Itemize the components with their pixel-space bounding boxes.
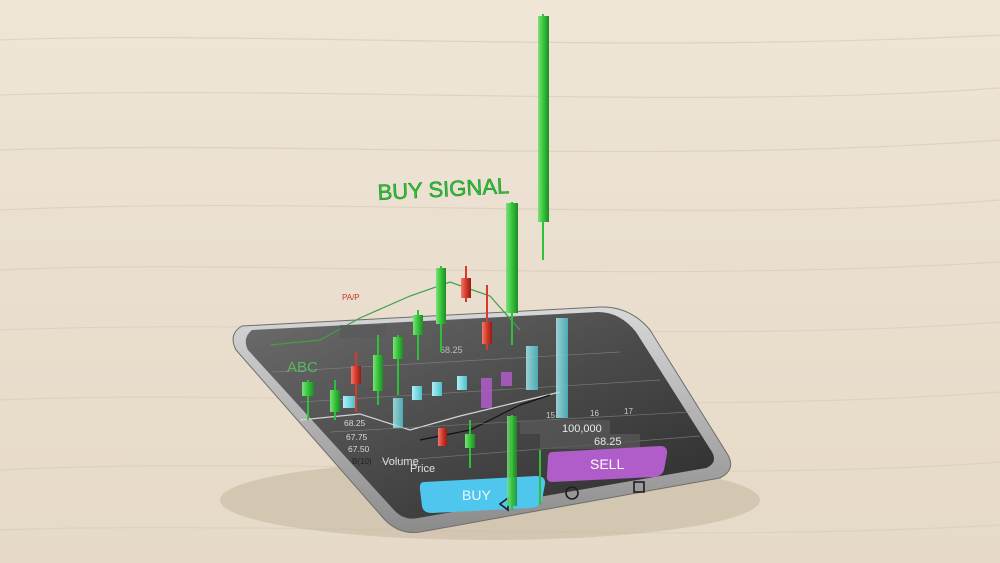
price-marker: PA/P xyxy=(342,293,360,302)
candle-cyan-7 xyxy=(457,376,467,390)
candle-green-9 xyxy=(465,434,475,448)
price-list: 68.25 67.75 67.50 xyxy=(344,418,370,454)
price-label: Price xyxy=(410,463,435,475)
candle-green-10 xyxy=(507,416,517,506)
trend-box xyxy=(340,325,386,338)
candle-cyan-2 xyxy=(526,346,538,390)
price-item-0: 68.25 xyxy=(344,418,366,428)
price-item-1: 67.75 xyxy=(346,432,368,442)
candle-green-5 xyxy=(393,337,403,359)
candle-green-6 xyxy=(373,355,383,391)
candle-headline xyxy=(538,16,549,222)
candle-red-2 xyxy=(482,322,492,344)
hour-label-1: 16 xyxy=(590,409,599,418)
trend-label: 68.25 xyxy=(440,345,463,355)
candles xyxy=(302,14,568,510)
candle-green-7 xyxy=(330,390,340,412)
candle-green-2 xyxy=(506,203,518,313)
nav-bar xyxy=(498,481,645,512)
candle-cyan-5 xyxy=(432,382,442,396)
ticker-label: ABC xyxy=(287,359,318,376)
candle-cyan-3 xyxy=(343,396,355,408)
candle-purple-2 xyxy=(501,372,512,386)
price-item-2: 67.50 xyxy=(348,444,370,454)
hour-labels: 15 16 17 xyxy=(546,407,633,420)
price-value: 68.25 xyxy=(594,436,622,448)
candle-red-3 xyxy=(351,366,361,384)
volume-field xyxy=(520,420,610,434)
home-icon[interactable] xyxy=(565,486,579,500)
candle-green-8 xyxy=(302,382,314,396)
buy-signal-headline: BUY SIGNAL xyxy=(377,173,510,205)
buy-label: BUY xyxy=(462,487,491,503)
candle-purple-1 xyxy=(481,378,492,408)
volume-label: Volume xyxy=(382,456,419,468)
sell-button[interactable]: SELL xyxy=(546,446,668,482)
candle-red-1 xyxy=(461,278,471,298)
buy-button[interactable]: BUY xyxy=(419,476,546,513)
candle-red-4 xyxy=(438,428,447,446)
hour-label-0: 15 xyxy=(546,411,555,420)
candle-cyan-1 xyxy=(556,318,568,418)
volume-value: 100,000 xyxy=(562,423,602,435)
candle-green-3 xyxy=(436,268,446,324)
candle-cyan-4 xyxy=(412,386,422,400)
recents-icon[interactable] xyxy=(633,481,645,493)
count-note: B(10) xyxy=(352,457,372,466)
candle-cyan-6 xyxy=(393,398,403,428)
hour-label-2: 17 xyxy=(624,407,633,416)
sell-label: SELL xyxy=(590,456,624,472)
candle-green-4 xyxy=(413,315,423,335)
price-field xyxy=(540,434,640,449)
